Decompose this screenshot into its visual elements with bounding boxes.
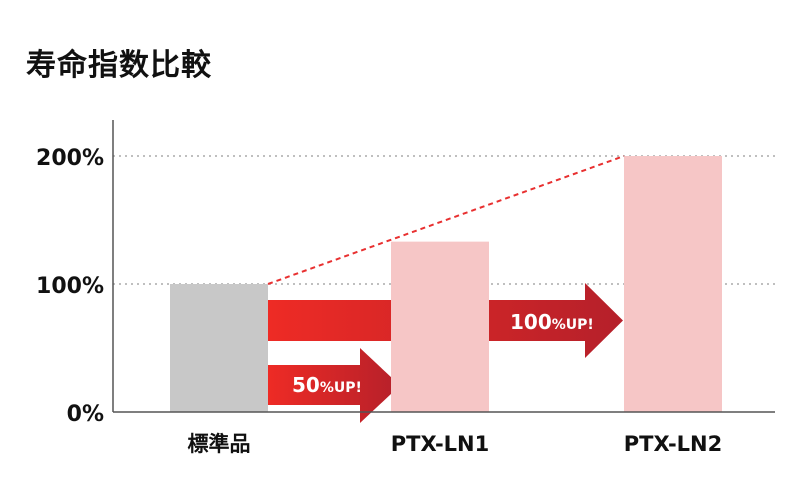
annotation-label: 100%UP!: [510, 310, 594, 334]
arrow-lower: [268, 348, 400, 423]
axis-layer: [112, 120, 775, 413]
y-tick-label: 100%: [36, 274, 104, 299]
bar: [170, 284, 268, 412]
x-category-label: PTX-LN2: [624, 432, 722, 456]
bar: [391, 241, 489, 412]
annotation-value: 100: [510, 310, 552, 334]
bar: [624, 156, 722, 412]
annotation-label: 50%UP!: [292, 373, 362, 397]
annotation-unit: %UP!: [552, 317, 594, 333]
annotation-unit: %UP!: [320, 380, 362, 396]
x-category-label: 標準品: [188, 432, 251, 456]
x-category-label: PTX-LN1: [391, 432, 489, 456]
y-tick-label: 200%: [36, 146, 104, 171]
trend-line: [267, 155, 625, 285]
arrows-layer: [267, 155, 625, 423]
y-tick-label: 0%: [67, 402, 104, 427]
annotation-value: 50: [292, 373, 320, 397]
labels-layer: 0%100%200%50%UP!100%UP!標準品 PTX-LN1 PTX-LN2: [36, 146, 722, 456]
chart-title: 寿命指数比較: [26, 48, 212, 83]
